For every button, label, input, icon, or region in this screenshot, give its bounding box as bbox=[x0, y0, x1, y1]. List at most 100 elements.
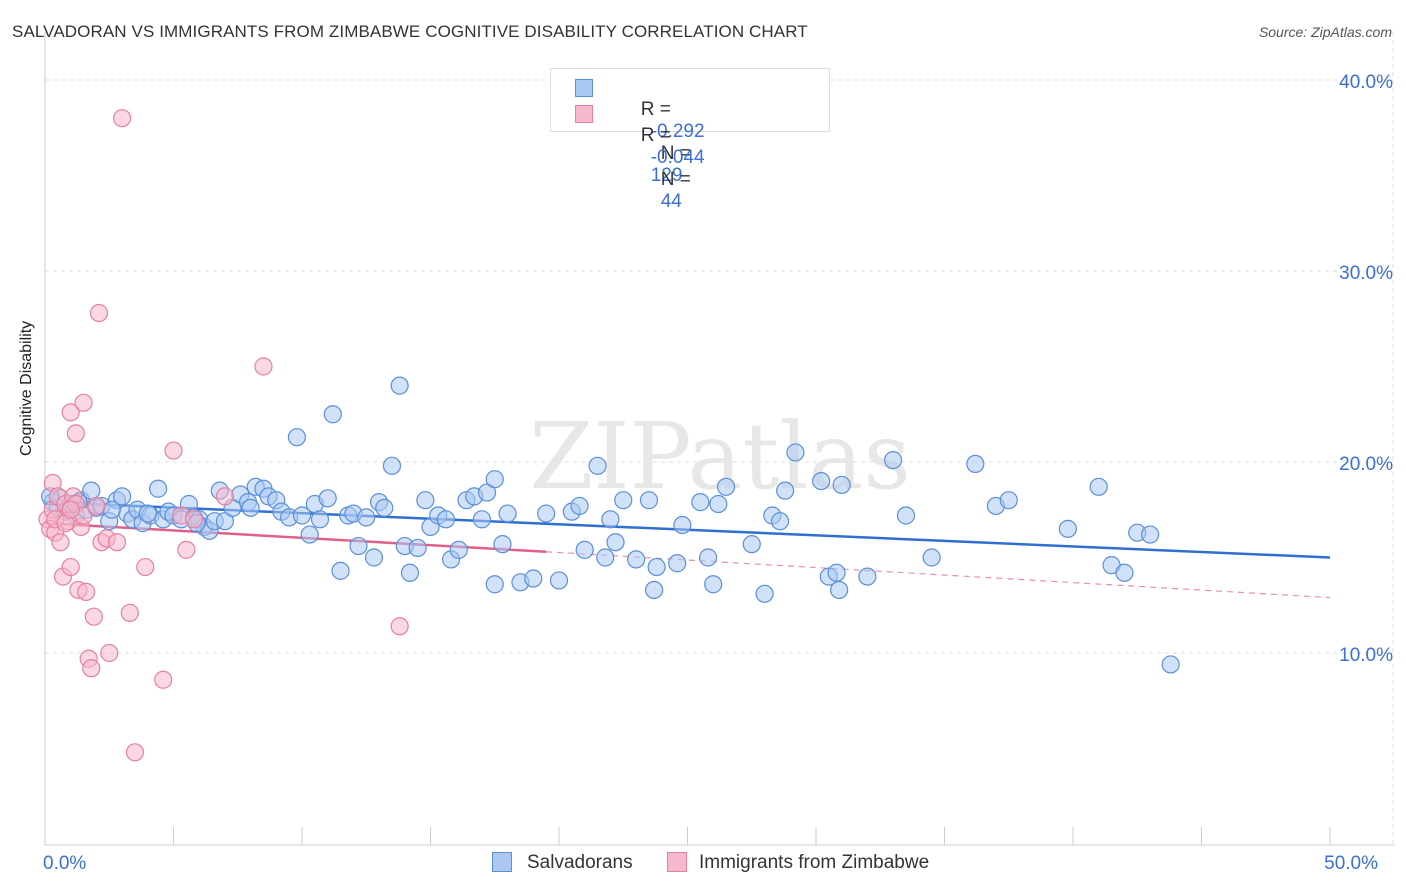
legend-r-value: -0.292 bbox=[650, 121, 705, 142]
point-zimbabwe bbox=[89, 303, 109, 323]
legend-n-label: N = bbox=[660, 143, 691, 164]
point-salvadoran bbox=[999, 491, 1018, 510]
legend-swatch-blue bbox=[492, 852, 512, 872]
point-zimbabwe bbox=[51, 533, 70, 552]
legend-label-zimbabwe: Immigrants from Zimbabwe bbox=[699, 852, 930, 873]
point-salvadoran bbox=[537, 504, 556, 523]
point-salvadoran bbox=[357, 508, 376, 527]
trend-line-zimbabwe-extension bbox=[546, 551, 1331, 599]
y-tick-label: 10.0% bbox=[1339, 645, 1393, 666]
stats-legend: R = -0.292 N = 129 R = -0.044 N = 44 bbox=[550, 68, 830, 212]
point-salvadoran bbox=[300, 525, 319, 544]
point-salvadoran bbox=[883, 450, 903, 470]
x-tick-label: 0.0% bbox=[43, 853, 86, 874]
y-tick-label: 30.0% bbox=[1339, 263, 1393, 284]
legend-label-salvadorans: Salvadorans bbox=[527, 852, 633, 873]
point-salvadoran bbox=[436, 510, 456, 529]
point-zimbabwe bbox=[74, 393, 93, 412]
point-salvadoran bbox=[102, 500, 121, 519]
point-salvadoran bbox=[364, 548, 384, 567]
y-axis-label: Cognitive Disability bbox=[18, 320, 35, 456]
point-salvadoran bbox=[896, 506, 916, 525]
tick-labels: 10.0% 20.0% 30.0% 40.0% 0.0% 50.0% bbox=[43, 72, 1393, 874]
point-salvadoran bbox=[241, 498, 260, 517]
point-zimbabwe bbox=[61, 557, 80, 577]
point-salvadoran bbox=[215, 512, 234, 531]
point-salvadoran bbox=[1058, 519, 1077, 538]
point-salvadoran bbox=[287, 428, 306, 447]
point-zimbabwe bbox=[254, 357, 273, 376]
point-salvadoran bbox=[382, 456, 402, 475]
point-salvadoran bbox=[549, 571, 569, 590]
point-salvadoran bbox=[1161, 655, 1180, 674]
point-zimbabwe bbox=[66, 424, 85, 443]
legend-row-salvadorans: R = -0.292 N = 129 bbox=[575, 77, 705, 186]
point-zimbabwe bbox=[84, 607, 103, 626]
point-zimbabwe bbox=[77, 582, 96, 601]
point-salvadoran bbox=[416, 491, 435, 510]
point-zimbabwe bbox=[61, 403, 80, 422]
trend-lines bbox=[44, 500, 1331, 599]
point-salvadoran bbox=[755, 584, 774, 603]
point-salvadoran bbox=[770, 512, 790, 531]
point-salvadoran bbox=[1140, 525, 1160, 544]
point-salvadoran bbox=[673, 515, 692, 535]
point-salvadoran bbox=[323, 405, 342, 424]
axes bbox=[44, 31, 1395, 846]
gridlines bbox=[45, 79, 1395, 654]
point-zimbabwe bbox=[120, 603, 139, 622]
point-salvadoran bbox=[858, 567, 877, 586]
point-zimbabwe bbox=[215, 487, 234, 506]
point-zimbabwe bbox=[136, 557, 155, 577]
point-salvadoran bbox=[498, 504, 517, 523]
point-salvadoran bbox=[786, 443, 805, 462]
legend-r-label: R = bbox=[640, 99, 671, 120]
point-salvadoran bbox=[812, 472, 831, 491]
data-points bbox=[38, 109, 1180, 762]
point-salvadoran bbox=[472, 510, 491, 529]
point-zimbabwe bbox=[100, 643, 119, 663]
point-salvadoran bbox=[485, 575, 504, 594]
point-salvadoran bbox=[698, 548, 718, 567]
legend-n-value: 44 bbox=[660, 191, 682, 212]
point-zimbabwe bbox=[82, 659, 101, 678]
point-salvadoran bbox=[449, 540, 468, 559]
point-salvadoran bbox=[390, 376, 409, 395]
point-salvadoran bbox=[606, 533, 625, 552]
point-salvadoran bbox=[292, 506, 312, 525]
point-salvadoran bbox=[966, 454, 985, 474]
point-salvadoran bbox=[626, 550, 646, 569]
point-salvadoran bbox=[596, 548, 615, 567]
point-salvadoran bbox=[647, 557, 666, 577]
y-tick-label: 40.0% bbox=[1339, 72, 1393, 93]
point-salvadoran bbox=[575, 540, 594, 559]
point-salvadoran bbox=[601, 510, 620, 529]
legend-swatch-pink bbox=[667, 852, 687, 872]
point-salvadoran bbox=[485, 470, 504, 489]
source-label: Source: ZipAtlas.com bbox=[1258, 24, 1392, 40]
point-salvadoran bbox=[331, 561, 350, 580]
point-salvadoran bbox=[614, 491, 633, 510]
point-salvadoran bbox=[310, 510, 330, 529]
point-salvadoran bbox=[709, 494, 728, 514]
point-salvadoran bbox=[318, 489, 337, 508]
point-zimbabwe bbox=[177, 540, 196, 559]
point-zimbabwe bbox=[184, 510, 204, 529]
point-zimbabwe bbox=[112, 109, 132, 128]
point-salvadoran bbox=[148, 479, 168, 498]
watermark: ZIPatlas bbox=[529, 403, 910, 510]
point-zimbabwe bbox=[125, 743, 145, 762]
point-salvadoran bbox=[1089, 477, 1108, 496]
point-salvadoran bbox=[493, 535, 512, 554]
point-salvadoran bbox=[668, 554, 687, 573]
point-salvadoran bbox=[644, 580, 664, 600]
point-salvadoran bbox=[716, 477, 736, 496]
legend-swatch-blue bbox=[575, 79, 593, 97]
legend-row-zimbabwe: R = -0.044 N = 44 bbox=[575, 103, 705, 212]
point-salvadoran bbox=[776, 481, 795, 500]
legend-n-label: N = bbox=[660, 169, 691, 190]
point-zimbabwe bbox=[107, 533, 127, 552]
point-salvadoran bbox=[408, 538, 427, 558]
point-zimbabwe bbox=[154, 670, 173, 689]
